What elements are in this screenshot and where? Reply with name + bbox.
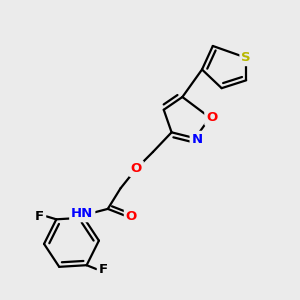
- Text: S: S: [242, 51, 251, 64]
- Text: N: N: [191, 133, 203, 146]
- Text: O: O: [206, 111, 218, 124]
- Text: HN: HN: [71, 207, 93, 220]
- Text: O: O: [126, 210, 137, 223]
- Text: O: O: [130, 162, 142, 175]
- Text: F: F: [35, 210, 44, 223]
- Text: F: F: [99, 262, 108, 276]
